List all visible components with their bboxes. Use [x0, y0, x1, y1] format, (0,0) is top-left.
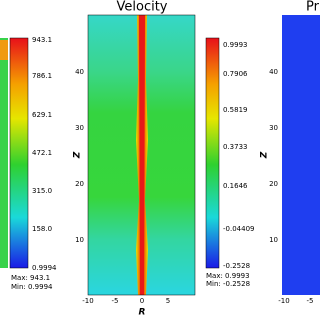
y-axis-label: Z	[73, 151, 83, 159]
y-tick-label: 40	[75, 68, 84, 76]
colorbar-label: 943.1	[32, 36, 52, 44]
y-tick-label: 30	[75, 124, 84, 132]
min-label: Min: -0.2528	[206, 280, 250, 288]
x-tick-label: -10	[278, 297, 289, 305]
panel-title: Pr	[306, 0, 320, 15]
y-tick-label: 30	[269, 124, 278, 132]
pressure-field	[282, 15, 320, 295]
colorbar-label: 0.9994	[32, 264, 57, 272]
y-axis-label: Z	[260, 151, 270, 159]
y-tick-label: 20	[75, 180, 84, 188]
colorbar-label: -0.2528	[223, 262, 250, 270]
max-label: Max: 943.1	[11, 274, 50, 282]
y-tick-label: 20	[269, 180, 278, 188]
colorbar-label: 0.3733	[223, 143, 248, 151]
x-tick-label: 5	[166, 297, 170, 305]
x-tick-label: -5	[307, 297, 314, 305]
x-tick-label: -10	[82, 297, 93, 305]
min-label: Min: 0.9994	[11, 283, 53, 291]
x-axis-label: R	[139, 308, 146, 318]
colorbar	[205, 37, 220, 269]
jet-core	[139, 15, 145, 295]
colorbar-label: 0.7906	[223, 70, 248, 78]
colorbar-label: 315.0	[32, 187, 52, 195]
max-label: Max: 0.9993	[206, 272, 250, 280]
colorbar-label: 0.9993	[223, 41, 248, 49]
colorbar	[9, 37, 29, 269]
panel-title: Velocity	[117, 0, 168, 15]
x-tick-label: 0	[140, 297, 144, 305]
colorbar-label: 0.5819	[223, 106, 248, 114]
y-tick-label: 10	[75, 236, 84, 244]
colorbar-label: 786.1	[32, 72, 52, 80]
colorbar-label: 158.0	[32, 225, 52, 233]
y-tick-label: 40	[269, 68, 278, 76]
colorbar-label: 629.1	[32, 111, 52, 119]
colorbar-label: -0.04409	[223, 225, 254, 233]
left-field-hot	[0, 40, 8, 60]
plot-frame	[87, 14, 196, 296]
left-field	[0, 38, 8, 268]
x-tick-label: -5	[112, 297, 119, 305]
y-tick-label: 10	[269, 236, 278, 244]
colorbar-label: 0.1646	[223, 182, 248, 190]
colorbar-label: 472.1	[32, 149, 52, 157]
